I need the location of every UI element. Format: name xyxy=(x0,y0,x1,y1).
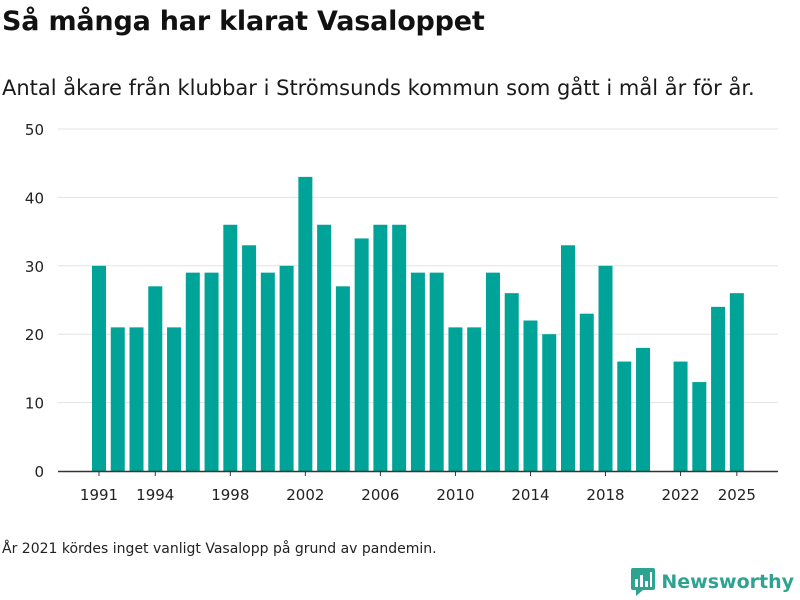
brand-logo[interactable]: Newsworthy xyxy=(631,568,794,596)
bar-chart: 0 10 20 30 40 50 1991 1994 1998 2002 2006 2010 2014… xyxy=(25,121,778,504)
footnote: År 2021 kördes inget vanligt Vasalopp på… xyxy=(2,541,437,557)
bar xyxy=(504,293,519,471)
bars xyxy=(92,176,744,471)
x-tick-label: 2002 xyxy=(286,486,324,504)
x-tick-label: 2018 xyxy=(586,486,624,504)
y-tick-label: 20 xyxy=(25,326,44,344)
bar xyxy=(598,265,613,471)
x-axis-ticks: 1991 1994 1998 2002 2006 2010 2014 2018 2022 2025 xyxy=(80,471,756,504)
bar xyxy=(92,265,106,471)
bar xyxy=(523,320,538,471)
x-tick-label: 1998 xyxy=(211,486,249,504)
bar xyxy=(561,245,575,471)
x-tick-label: 2010 xyxy=(436,486,474,504)
bar xyxy=(429,272,444,471)
bar xyxy=(223,224,238,471)
bar xyxy=(729,293,744,471)
bar xyxy=(204,272,219,471)
bar xyxy=(373,224,388,471)
chart-subtitle: Antal åkare från klubbar i Strömsunds ko… xyxy=(2,76,755,100)
bar xyxy=(392,224,407,471)
bar xyxy=(354,238,369,471)
y-tick-label: 0 xyxy=(34,463,44,481)
bar xyxy=(542,334,557,471)
x-tick-label: 2014 xyxy=(511,486,549,504)
newsworthy-logo-icon xyxy=(631,568,656,596)
bar xyxy=(317,224,332,471)
brand-name: Newsworthy xyxy=(661,571,794,593)
y-tick-label: 10 xyxy=(25,395,44,413)
bar xyxy=(129,327,144,471)
bar xyxy=(335,286,350,471)
bar xyxy=(242,245,257,471)
bar xyxy=(579,313,594,471)
y-tick-label: 40 xyxy=(25,189,44,207)
bar xyxy=(636,347,651,471)
bar xyxy=(467,327,482,471)
bar xyxy=(410,272,425,471)
bar xyxy=(711,306,726,471)
chart-title: Så många har klarat Vasaloppet xyxy=(2,6,485,37)
bar xyxy=(485,272,500,471)
x-tick-label: 1994 xyxy=(136,486,174,504)
bar xyxy=(148,286,163,471)
bar xyxy=(279,265,294,471)
bar xyxy=(692,382,707,471)
bar xyxy=(673,361,688,471)
bar xyxy=(260,272,275,471)
x-tick-label: 2025 xyxy=(718,486,756,504)
bar xyxy=(617,361,632,471)
x-tick-label: 1991 xyxy=(80,486,118,504)
y-tick-label: 30 xyxy=(25,258,44,276)
x-tick-label: 2006 xyxy=(361,486,399,504)
bar xyxy=(167,327,182,471)
bar xyxy=(110,327,125,471)
bar xyxy=(448,327,463,471)
y-tick-label: 50 xyxy=(25,121,44,139)
bar xyxy=(298,176,313,471)
bar xyxy=(185,272,200,471)
y-axis-ticks: 0 10 20 30 40 50 xyxy=(25,121,44,481)
x-tick-label: 2022 xyxy=(661,486,699,504)
